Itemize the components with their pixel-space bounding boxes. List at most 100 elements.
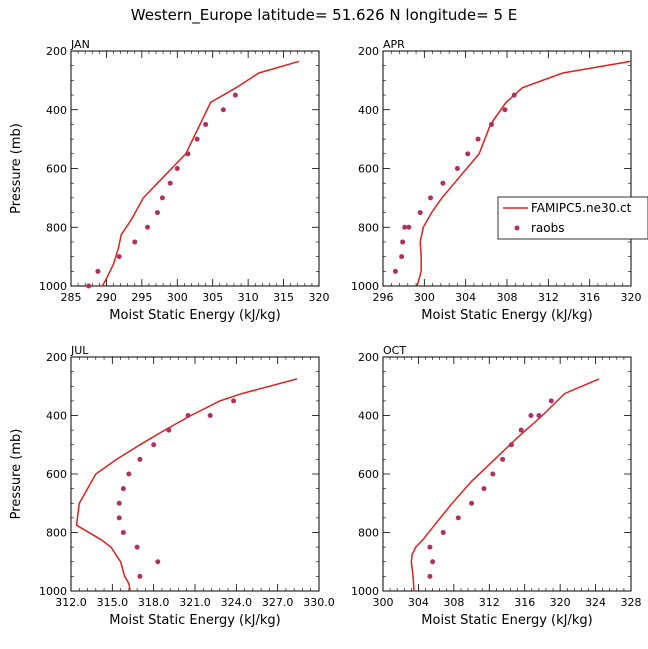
- obs-point: [95, 268, 101, 274]
- obs-point: [469, 500, 475, 506]
- panel-title: OCT: [383, 344, 406, 357]
- obs-point: [440, 180, 446, 186]
- y-tick-label: 800: [46, 527, 67, 540]
- x-axis-label: Moist Static Energy (kJ/kg): [421, 613, 592, 628]
- y-tick-label: 400: [46, 104, 67, 117]
- obs-point: [465, 151, 471, 157]
- obs-point: [151, 442, 157, 448]
- x-tick-label: 300: [167, 291, 188, 304]
- legend-frame: [497, 196, 648, 240]
- obs-point: [166, 427, 172, 433]
- obs-point: [511, 92, 517, 98]
- x-tick-label: 315.0: [97, 596, 129, 609]
- obs-point: [137, 456, 143, 462]
- obs-point: [116, 254, 122, 260]
- x-tick-label: 308: [497, 291, 518, 304]
- x-tick-label: 320: [309, 291, 330, 304]
- obs-point: [126, 471, 132, 477]
- obs-point: [417, 210, 423, 216]
- obs-point: [440, 530, 446, 535]
- y-tick-label: 800: [46, 221, 67, 234]
- y-tick-label: 200: [358, 351, 379, 364]
- obs-point: [508, 442, 514, 448]
- obs-point: [427, 573, 433, 579]
- x-tick-label: 321.0: [179, 596, 211, 609]
- y-tick-label: 600: [46, 468, 67, 481]
- obs-point: [137, 573, 143, 579]
- obs-point: [392, 268, 398, 274]
- figure-title: Western_Europe latitude= 51.626 N longit…: [131, 6, 517, 25]
- y-tick-label: 200: [358, 45, 379, 58]
- chart-jan: 285 290 295 300 305 310 315 320 200 400 600 800 1000…: [9, 38, 330, 323]
- obs-point: [489, 121, 494, 127]
- model-line: [410, 378, 600, 592]
- obs-point: [207, 413, 213, 418]
- obs-point: [120, 486, 126, 492]
- obs-point: [475, 136, 481, 142]
- obs-point: [502, 107, 508, 113]
- plot-frame: [70, 356, 320, 592]
- panel-title: JUL: [70, 344, 89, 357]
- y-tick-label: 600: [358, 468, 379, 481]
- chart-apr: 296 300 304 308 312 316 320 200 400 600 800 1000 APR…: [351, 38, 642, 323]
- chart-jul: 312.0 315.0 318.0 321.0 324.0 327.0 330.0 200 40…: [9, 344, 335, 628]
- obs-point: [86, 283, 92, 289]
- x-tick-label: 316: [514, 596, 535, 609]
- obs-point: [194, 136, 200, 142]
- obs-point: [518, 427, 524, 433]
- x-axis-label: Moist Static Energy (kJ/kg): [421, 308, 592, 323]
- x-tick-label: 320: [621, 291, 642, 304]
- model-line: [75, 378, 298, 592]
- panel-title: JAN: [70, 38, 90, 51]
- x-tick-label: 304: [408, 596, 429, 609]
- y-axis-label: Pressure (mb): [9, 429, 24, 520]
- obs-point: [231, 398, 237, 404]
- obs-point: [185, 413, 191, 418]
- x-tick-label: 312: [479, 596, 500, 609]
- obs-point: [490, 471, 496, 477]
- x-tick-label: 310: [238, 291, 259, 304]
- y-tick-label: 1000: [39, 585, 67, 598]
- obs-point: [132, 239, 138, 245]
- obs-point: [155, 559, 161, 565]
- obs-point: [159, 195, 165, 201]
- panel-title: APR: [383, 38, 405, 51]
- obs-point: [481, 486, 487, 492]
- x-tick-label: 316: [579, 291, 600, 304]
- x-tick-label: 300: [414, 291, 435, 304]
- obs-point: [400, 239, 406, 245]
- x-axis-label: Moist Static Energy (kJ/kg): [109, 308, 280, 323]
- plot-frame: [70, 50, 320, 287]
- obs-point: [528, 413, 534, 418]
- obs-point: [454, 166, 460, 171]
- obs-point: [220, 107, 226, 113]
- chart-oct: 300 304 308 312 316 320 324 328 200 400 600 800 1000…: [351, 344, 642, 628]
- obs-point: [500, 456, 506, 462]
- x-tick-label: 312.0: [55, 596, 87, 609]
- obs-point: [536, 413, 542, 418]
- plot-frame: [382, 50, 632, 287]
- x-tick-label: 295: [131, 291, 152, 304]
- obs-point: [427, 544, 433, 550]
- y-tick-label: 1000: [39, 280, 67, 293]
- x-tick-label: 320: [550, 596, 571, 609]
- x-tick-label: 296: [373, 291, 394, 304]
- obs-point: [120, 530, 126, 535]
- obs-point: [548, 398, 554, 404]
- x-tick-label: 290: [96, 291, 117, 304]
- obs-point: [406, 224, 412, 230]
- obs-point: [203, 121, 209, 127]
- obs-point: [399, 254, 405, 260]
- y-tick-label: 800: [358, 527, 379, 540]
- obs-point: [174, 166, 180, 171]
- y-tick-label: 400: [46, 410, 67, 423]
- x-tick-label: 330.0: [303, 596, 335, 609]
- legend: FAMIPC5.ne30.ct raobs: [497, 196, 648, 240]
- plot-frame: [382, 356, 632, 592]
- x-tick-label: 318.0: [138, 596, 170, 609]
- panels: 285 290 295 300 305 310 315 320 200 400 600 800 1000…: [9, 38, 642, 628]
- x-tick-label: 315: [273, 291, 294, 304]
- y-tick-label: 1000: [351, 585, 379, 598]
- x-tick-label: 308: [443, 596, 464, 609]
